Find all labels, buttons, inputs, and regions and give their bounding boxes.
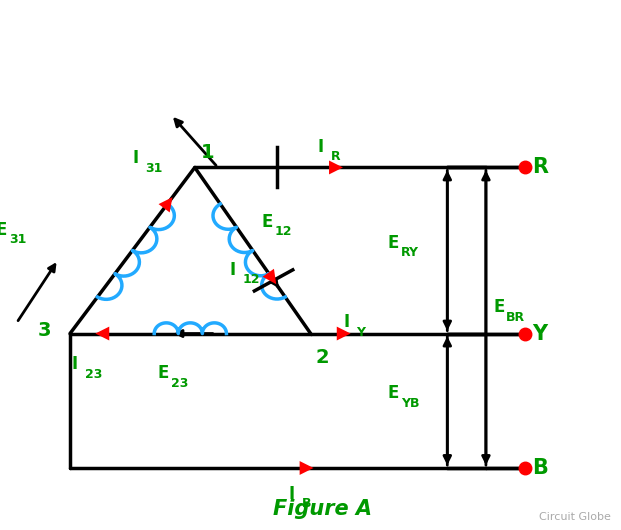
Text: 2: 2 (315, 348, 329, 367)
Text: E: E (388, 384, 399, 402)
Text: E: E (261, 213, 273, 231)
Text: 31: 31 (145, 162, 163, 175)
Text: R: R (532, 157, 548, 178)
Text: YB: YB (401, 396, 419, 410)
Text: 1: 1 (201, 143, 214, 162)
Text: Circuit Globe: Circuit Globe (539, 513, 610, 522)
Text: RY: RY (401, 246, 419, 259)
Text: 12: 12 (242, 273, 260, 286)
Text: I: I (132, 149, 138, 167)
Text: E: E (0, 220, 7, 238)
Text: Figure A: Figure A (273, 499, 372, 518)
Text: BR: BR (506, 311, 525, 324)
Text: I: I (288, 484, 294, 502)
Text: I: I (343, 313, 350, 331)
Text: I: I (318, 138, 324, 156)
Text: Y: Y (356, 325, 365, 339)
Text: R: R (331, 150, 340, 163)
Text: E: E (388, 234, 399, 252)
Text: 23: 23 (171, 377, 188, 390)
Text: 31: 31 (9, 233, 26, 246)
Text: I: I (72, 356, 78, 374)
Text: B: B (301, 497, 311, 510)
Text: 3: 3 (37, 321, 51, 340)
Text: I: I (229, 261, 235, 279)
Text: 12: 12 (274, 225, 292, 238)
Text: Y: Y (532, 323, 547, 343)
Text: E: E (493, 298, 504, 316)
Text: B: B (532, 458, 548, 478)
Text: 23: 23 (85, 368, 102, 381)
Text: E: E (158, 364, 169, 382)
